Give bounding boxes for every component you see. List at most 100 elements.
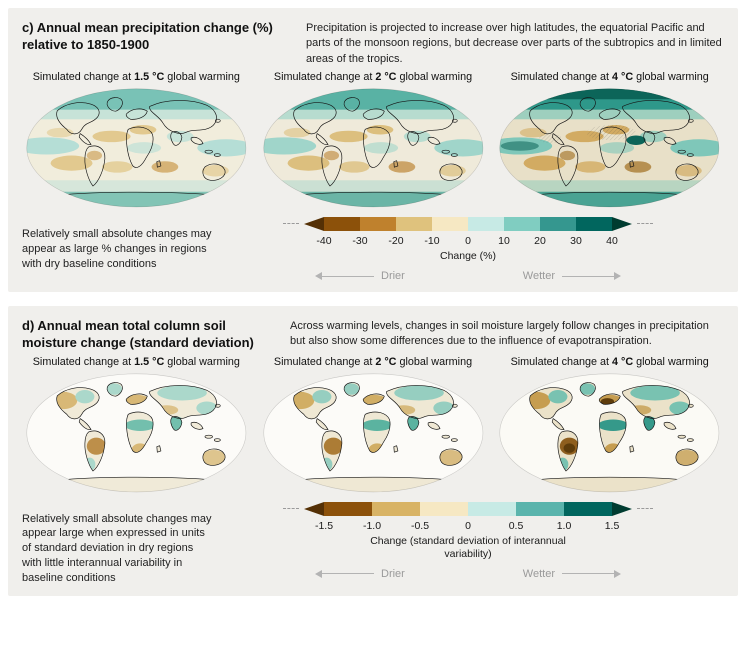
colorbar-tick-label: -30 [352, 234, 368, 247]
world-map-soil-2c [263, 373, 483, 493]
colorbar-segment [540, 216, 576, 231]
map-subtitle-pre: Simulated change at [510, 355, 613, 368]
colorbar-extension-dashes [637, 508, 653, 510]
colorbar-segment [420, 501, 468, 516]
left-arrow-line [315, 271, 374, 280]
colorbar-row [212, 501, 724, 516]
map-subtitle-post: global warming [396, 355, 473, 368]
panel-d-title: d) Annual mean total column soil moistur… [22, 318, 254, 350]
map-subtitle: Simulated change at 1.5 °C global warmin… [22, 71, 251, 83]
colorbar-tick-label: -0.5 [410, 519, 430, 532]
wetter-label: Wetter [522, 567, 555, 580]
colorbar-segment [396, 216, 432, 231]
soil-moisture-panel-footer: Relatively small absolute changes may ap… [22, 500, 724, 586]
wetter-direction: Wetter [522, 567, 621, 580]
precipitation-colorbar: -40 -30 -20 -10 0 10 20 30 40 Change (%) Drier W… [212, 215, 724, 282]
map-column: Simulated change at 4 °C global warming [495, 71, 724, 211]
precipitation-panel: c) Annual mean precipitation change (%) … [8, 8, 738, 293]
soil-moisture-panel-header: d) Annual mean total column soil moistur… [22, 318, 724, 352]
map-subtitle: Simulated change at 2 °C global warming [259, 71, 488, 83]
right-arrow-line [562, 271, 621, 280]
colorbar-tick-label: -40 [316, 234, 332, 247]
map-subtitle: Simulated change at 1.5 °C global warmin… [22, 356, 251, 368]
map-subtitle-post: global warming [164, 355, 240, 368]
colorbar-left-arrow [304, 216, 324, 231]
map-column: Simulated change at 1.5 °C global warmin… [22, 71, 251, 211]
map-column: Simulated change at 2 °C global warming [259, 356, 488, 496]
map-subtitle-temp: 2 °C [375, 355, 397, 368]
map-column: Simulated change at 1.5 °C global warmin… [22, 356, 251, 496]
colorbar-extension-dashes [283, 223, 299, 225]
precipitation-panel-footer: Relatively small absolute changes may ap… [22, 215, 724, 282]
map-column: Simulated change at 4 °C global warming [495, 356, 724, 496]
map-subtitle-post: global warming [164, 71, 240, 84]
colorbar-tick-label: -20 [388, 234, 404, 247]
map-subtitle-post: global warming [396, 71, 473, 84]
map-subtitle-post: global warming [633, 355, 709, 368]
drier-direction: Drier [315, 270, 405, 283]
world-map-precip-2c [263, 88, 483, 208]
colorbar-tick-label: 40 [606, 234, 618, 247]
colorbar-direction-row: Drier Wetter [315, 270, 621, 283]
colorbar-extension-dashes [283, 508, 299, 510]
panel-c-title: c) Annual mean precipitation change (%) … [22, 20, 273, 52]
map-subtitle-temp: 1.5 °C [134, 71, 165, 84]
colorbar-extension-dashes [637, 223, 653, 225]
colorbar-left-arrow [304, 501, 324, 516]
map-subtitle-pre: Simulated change at [510, 71, 613, 84]
map-subtitle: Simulated change at 2 °C global warming [259, 356, 488, 368]
left-arrow-line [315, 569, 374, 578]
colorbar-tick-label: -10 [424, 234, 440, 247]
map-subtitle-temp: 4 °C [612, 355, 634, 368]
colorbar-tick-label: 0 [465, 234, 471, 247]
map-column: Simulated change at 2 °C global warming [259, 71, 488, 211]
colorbar-segment [372, 501, 420, 516]
colorbar-ticks: -1.5 -1.0 -0.5 0 0.5 1.0 1.5 [315, 519, 619, 533]
world-map-precip-4c [499, 88, 720, 208]
colorbar-segment [516, 501, 564, 516]
colorbar-tick-label: 30 [570, 234, 582, 247]
map-subtitle-pre: Simulated change at [32, 71, 135, 84]
wetter-direction: Wetter [523, 270, 621, 282]
colorbar-tick-label: 1.0 [556, 519, 572, 532]
colorbar-segment [468, 501, 516, 516]
map-subtitle-pre: Simulated change at [273, 355, 376, 368]
soil-moisture-panel: d) Annual mean total column soil moistur… [8, 306, 738, 596]
map-subtitle-temp: 1.5 °C [134, 355, 165, 368]
colorbar-segment [564, 501, 612, 516]
panel-c-description: Precipitation is projected to increase o… [306, 22, 722, 65]
colorbar-tick-label: -1.0 [362, 519, 382, 532]
colorbar-tick-label: 1.5 [604, 519, 620, 532]
world-map-soil-1p5c [26, 373, 247, 493]
soil-moisture-colorbar: -1.5 -1.0 -0.5 0 0.5 1.0 1.5 Change (standard … [212, 500, 724, 580]
world-map-soil-4c [499, 373, 720, 493]
map-subtitle-post: global warming [633, 71, 709, 84]
colorbar-right-arrow [612, 501, 632, 516]
colorbar-segment [504, 216, 540, 231]
colorbar-tick-label: 10 [498, 234, 510, 247]
world-map-precip-1p5c [26, 88, 247, 208]
panel-c-note: Relatively small absolute changes may ap… [22, 227, 212, 270]
drier-label: Drier [381, 270, 405, 283]
colorbar-tick-label: 20 [534, 234, 546, 247]
map-subtitle-pre: Simulated change at [32, 355, 135, 368]
soil-moisture-maps-row: Simulated change at 1.5 °C global warmin… [22, 356, 724, 496]
map-subtitle-pre: Simulated change at [273, 71, 376, 84]
map-subtitle-temp: 4 °C [612, 71, 634, 84]
colorbar-segment [324, 501, 372, 516]
right-arrow-line [562, 569, 621, 578]
colorbar-ticks: -40 -30 -20 -10 0 10 20 30 40 [316, 234, 617, 248]
colorbar-segment [576, 216, 612, 231]
colorbar-tick-label: -1.5 [314, 519, 334, 532]
precipitation-maps-row: Simulated change at 1.5 °C global warmin… [22, 71, 724, 211]
colorbar-right-arrow [612, 216, 632, 231]
map-subtitle: Simulated change at 4 °C global warming [495, 71, 724, 83]
map-subtitle: Simulated change at 4 °C global warming [495, 356, 724, 368]
colorbar-tick-label: 0.5 [508, 519, 524, 532]
colorbar-tick-label: 0 [465, 519, 471, 532]
colorbar-bar [324, 216, 612, 231]
colorbar-segment [468, 216, 504, 231]
colorbar-bar [324, 501, 612, 516]
colorbar-direction-row: Drier Wetter [315, 567, 621, 580]
colorbar-unit-label: Change (%) [439, 249, 497, 262]
